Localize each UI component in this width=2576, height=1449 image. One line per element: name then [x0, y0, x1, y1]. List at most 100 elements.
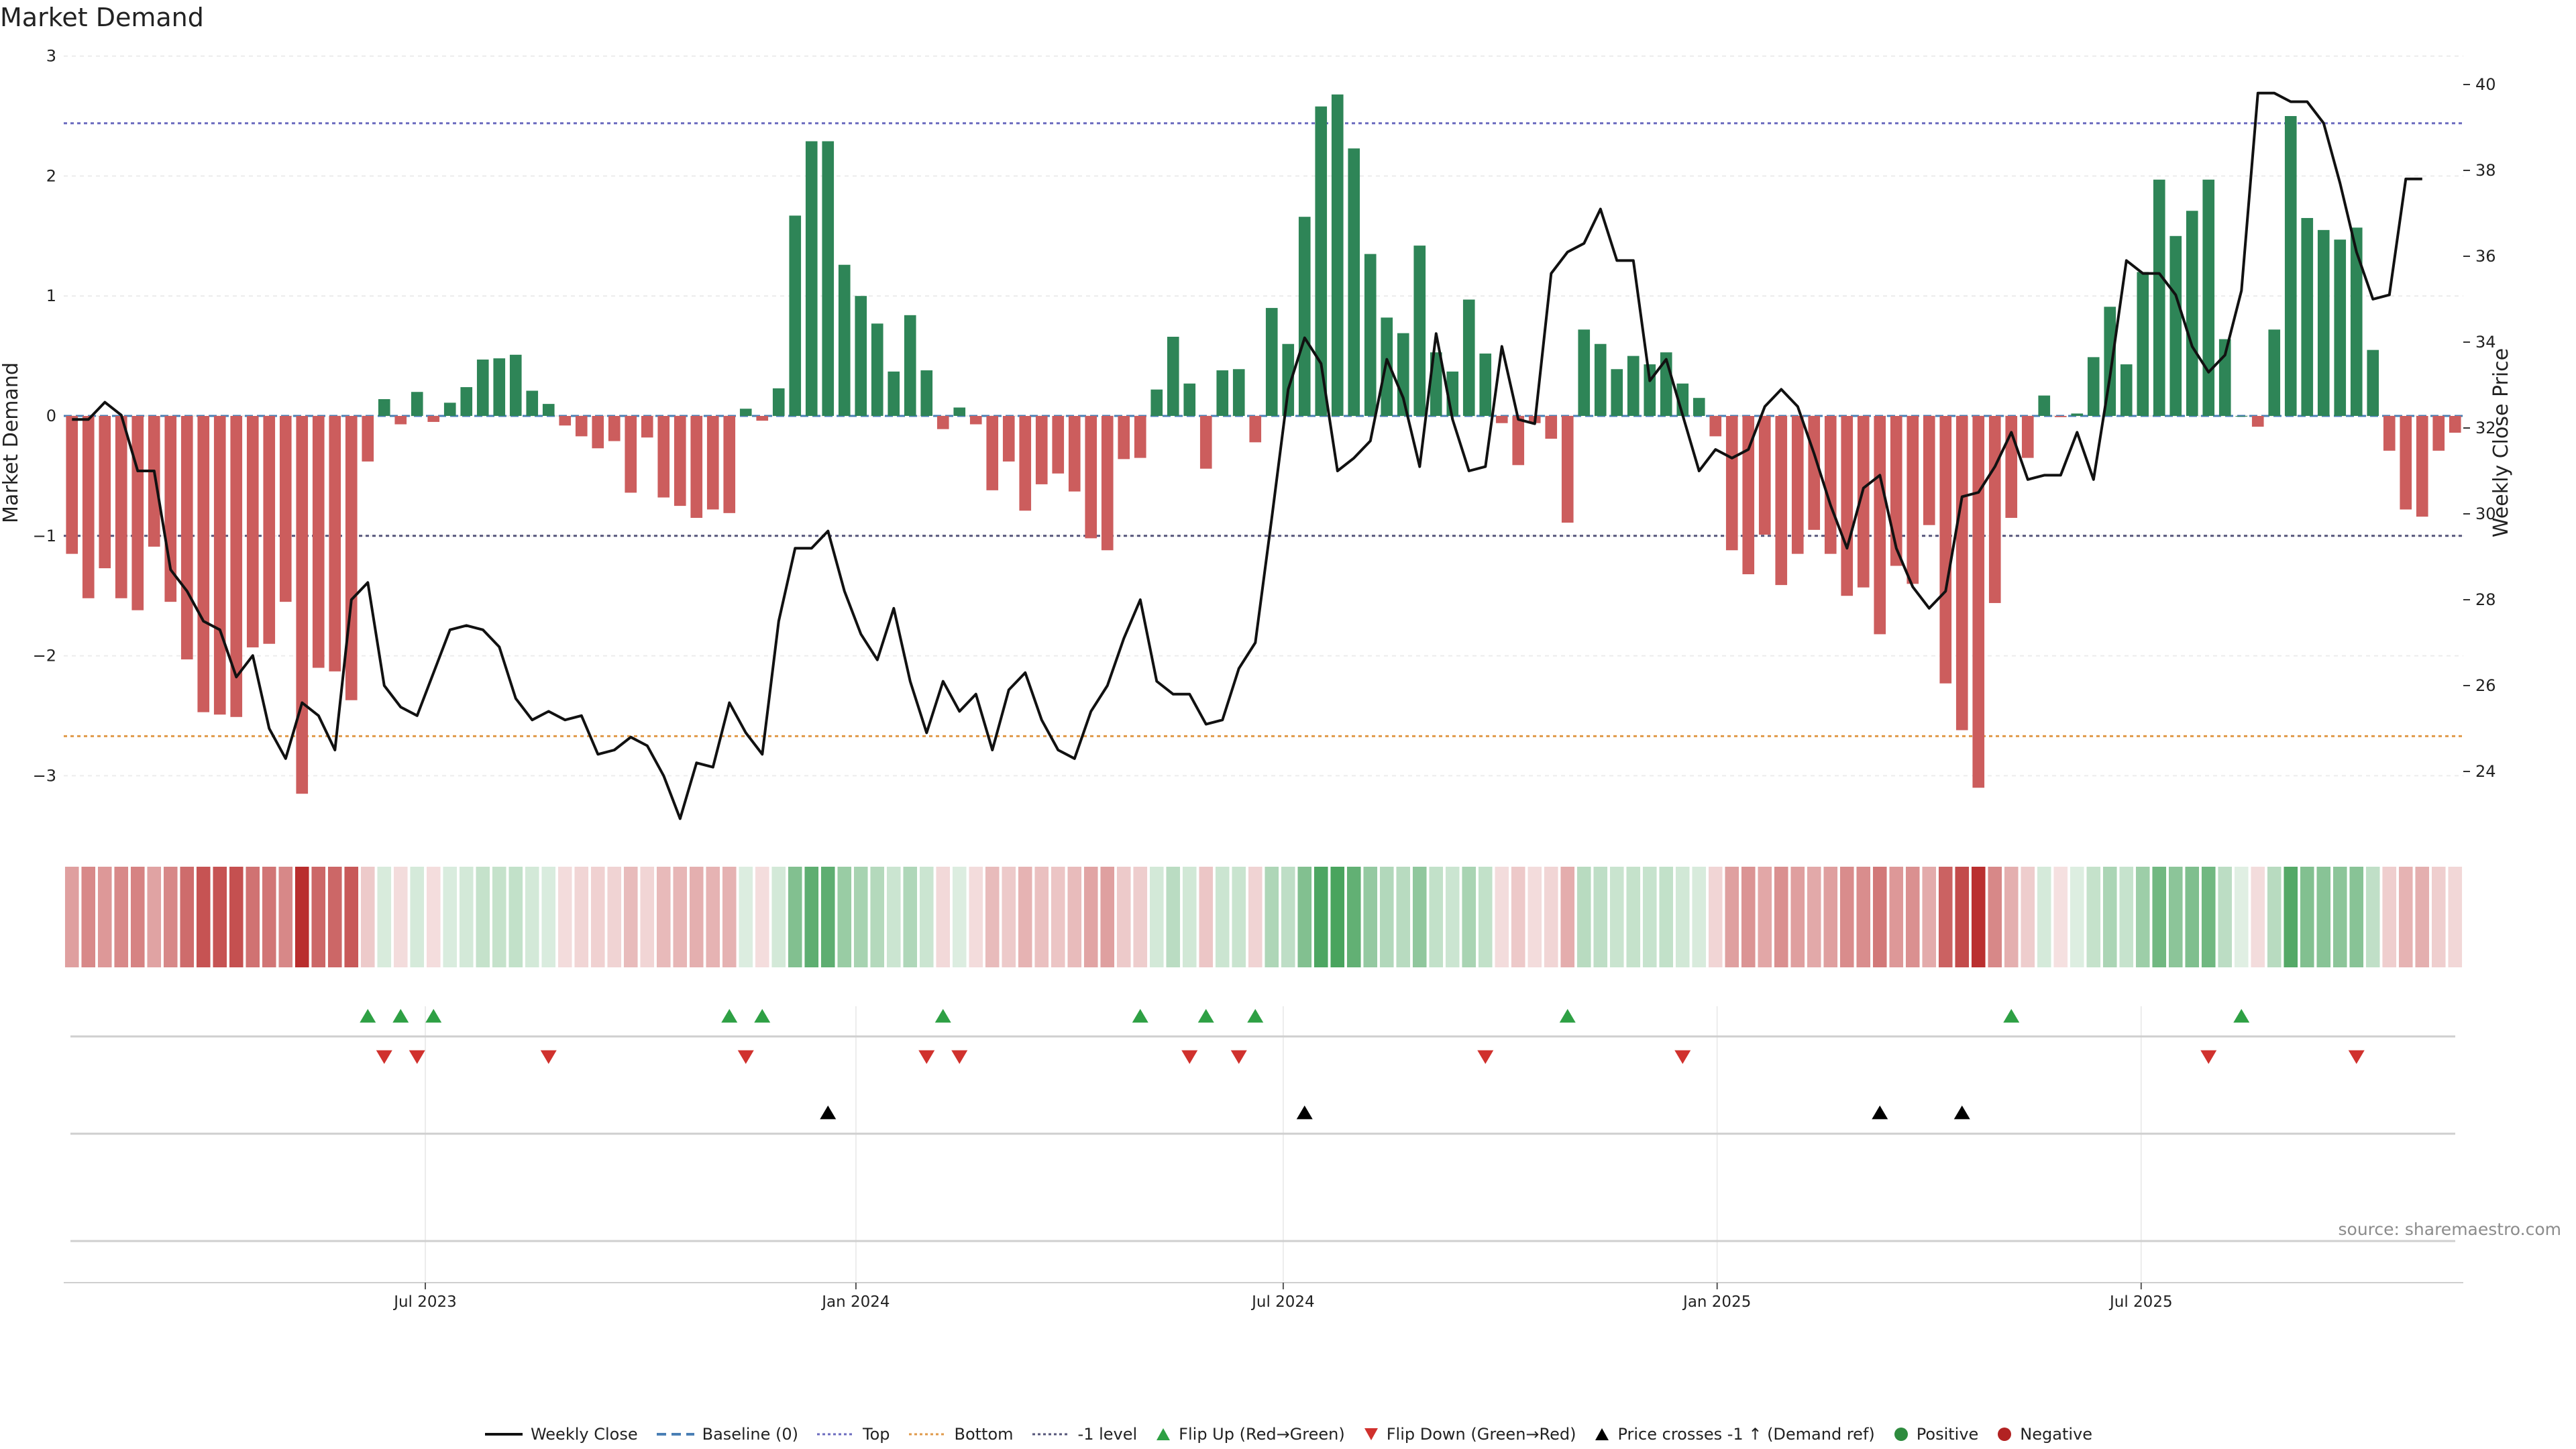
demand-bar	[871, 323, 883, 416]
demand-bar	[1381, 317, 1393, 416]
legend-circle	[1894, 1428, 1908, 1441]
demand-bar	[2137, 272, 2149, 416]
strip-cell	[2053, 867, 2068, 967]
strip-cell	[229, 867, 244, 967]
demand-bar	[2334, 239, 2347, 416]
flip-down-marker	[1477, 1050, 1494, 1064]
demand-bar	[476, 359, 489, 416]
demand-bar	[2400, 416, 2412, 510]
weekly-close-line	[72, 91, 2422, 820]
demand-bar	[362, 416, 374, 462]
demand-bar	[1693, 398, 1705, 416]
legend: Weekly Close Baseline (0) Top Bottom -1 leve…	[0, 1421, 2576, 1448]
demand-bar	[1167, 336, 1179, 416]
demand-bar	[312, 416, 325, 668]
strip-cell	[1462, 867, 1477, 967]
dot-legend-icon	[908, 1433, 947, 1436]
y2-tick-label: 24	[2475, 762, 2496, 781]
price-line	[72, 91, 2422, 820]
strip-cell	[919, 867, 934, 967]
strip-cell	[344, 867, 359, 967]
strip-cell	[2365, 867, 2380, 967]
demand-bar	[279, 416, 292, 602]
strip-cell	[262, 867, 276, 967]
strip-cell	[180, 867, 195, 967]
strip-cell	[1856, 867, 1871, 967]
strip-cell	[1675, 867, 1690, 967]
legend-label: Baseline (0)	[702, 1425, 798, 1444]
demand-bar	[1134, 416, 1146, 458]
flip-up-marker	[934, 1009, 951, 1023]
demand-bar	[1594, 343, 1607, 416]
price-cross-marker	[1872, 1106, 1888, 1120]
demand-bar	[1874, 416, 1886, 635]
strip-cell	[2316, 867, 2331, 967]
strip-cell	[557, 867, 572, 967]
demand-bar	[723, 416, 736, 513]
strip-cell	[2234, 867, 2249, 967]
strip-cell	[246, 867, 260, 967]
dash-legend-icon	[656, 1433, 694, 1436]
demand-bar	[1857, 416, 1870, 588]
demand-bar	[805, 141, 818, 416]
strip-cell	[640, 867, 655, 967]
demand-bar	[1742, 416, 1755, 575]
demand-bar	[1479, 354, 1492, 416]
demand-bar	[1298, 217, 1311, 416]
demand-bar	[855, 296, 867, 416]
demand-bar	[1627, 356, 1640, 416]
demand-bar	[2038, 395, 2051, 416]
legend-triangle	[1595, 1428, 1609, 1440]
strip-cell	[2431, 867, 2446, 967]
strip-cell	[2349, 867, 2364, 967]
demand-bar	[2416, 416, 2428, 517]
demand-bar	[2235, 416, 2248, 417]
strip-cell	[623, 867, 638, 967]
demand-bar	[1348, 148, 1360, 416]
strip-cell	[1560, 867, 1575, 967]
strip-cell	[2398, 867, 2413, 967]
legend-item: Baseline (0)	[655, 1425, 798, 1444]
legend-label: Bottom	[954, 1425, 1014, 1444]
y-axis-label: Market Demand	[0, 362, 23, 523]
strip-cell	[2300, 867, 2314, 967]
strip-cell	[1609, 867, 1624, 967]
demand-bar	[739, 409, 752, 416]
circle-legend-icon	[1894, 1428, 1908, 1441]
strip-cell	[1889, 867, 1904, 967]
demand-bar	[2087, 357, 2100, 416]
demand-bar	[1988, 416, 2001, 603]
strip-cell	[1872, 867, 1887, 967]
y-tick-label: 3	[46, 47, 56, 66]
strip-cell	[360, 867, 375, 967]
demand-bar	[427, 416, 440, 422]
strip-cell	[820, 867, 835, 967]
circle-legend-icon	[1998, 1428, 2012, 1441]
flip-down-marker	[951, 1050, 968, 1064]
demand-bar	[1512, 416, 1525, 466]
strip-cell	[1313, 867, 1328, 967]
demand-bar	[1972, 416, 1985, 788]
strip-cell	[1330, 867, 1345, 967]
strip-cell	[853, 867, 868, 967]
demand-bar	[1019, 416, 1032, 511]
flip-up-marker	[360, 1009, 376, 1023]
demand-bar	[822, 141, 835, 416]
y2-tick-label: 30	[2475, 504, 2496, 523]
strip-cell	[1034, 867, 1049, 967]
demand-bar	[131, 416, 144, 610]
strip-cell	[2251, 867, 2265, 967]
strip-cell	[1938, 867, 1953, 967]
source-note: source: sharemaestro.com	[2338, 1220, 2562, 1239]
flip-up-marker	[425, 1009, 442, 1023]
demand-bar	[2186, 211, 2198, 416]
strip-cell	[1495, 867, 1509, 967]
demand-bar	[641, 416, 653, 438]
strip-cell	[1692, 867, 1707, 967]
strip-cell	[1774, 867, 1788, 967]
legend-item: Weekly Close	[484, 1425, 638, 1444]
strip-cell	[410, 867, 425, 967]
strip-cell	[327, 867, 342, 967]
demand-bar	[2284, 116, 2297, 416]
